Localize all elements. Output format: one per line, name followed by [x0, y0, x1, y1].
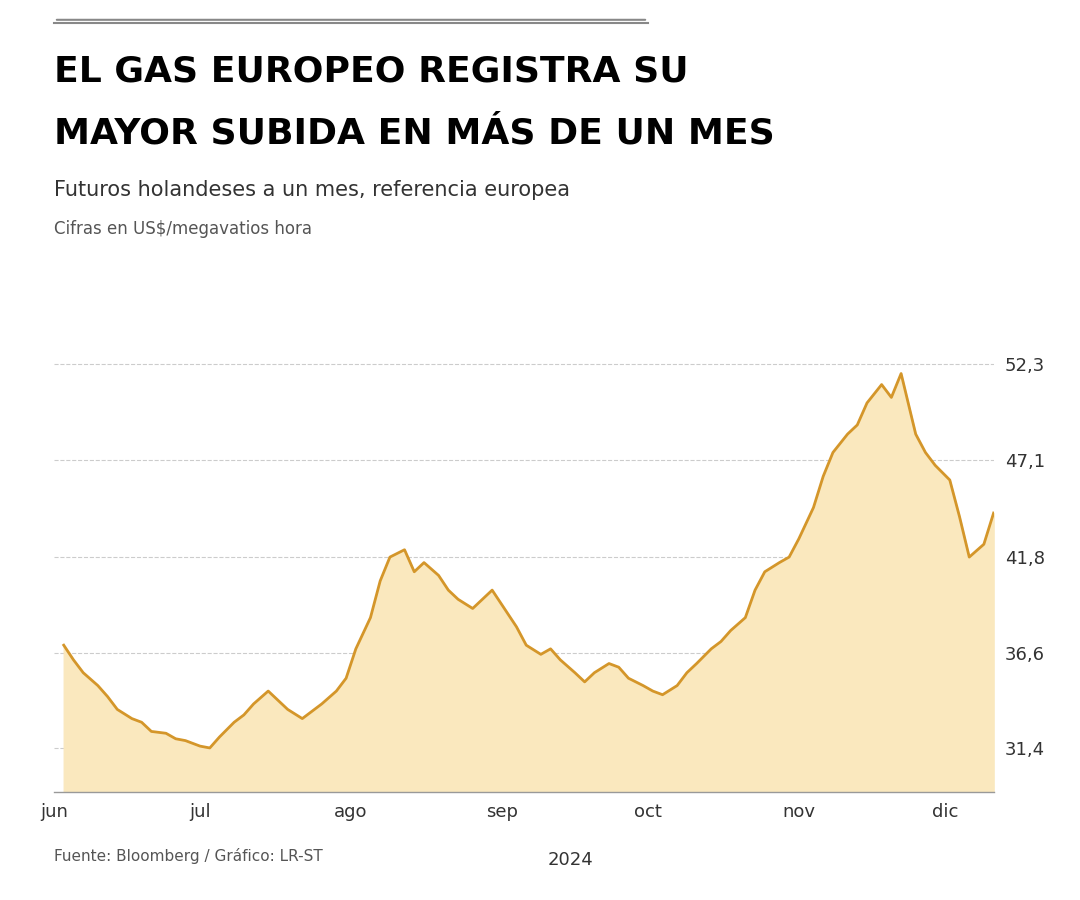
Text: Futuros holandeses a un mes, referencia europea: Futuros holandeses a un mes, referencia …	[54, 180, 570, 200]
Text: 2024: 2024	[548, 850, 593, 868]
Text: EL GAS EUROPEO REGISTRA SU: EL GAS EUROPEO REGISTRA SU	[54, 54, 689, 88]
Text: LR: LR	[973, 847, 1003, 868]
Text: Fuente: Bloomberg / Gráfico: LR-ST: Fuente: Bloomberg / Gráfico: LR-ST	[54, 848, 323, 864]
Text: Cifras en US$/megavatios hora: Cifras en US$/megavatios hora	[54, 220, 312, 238]
Text: MAYOR SUBIDA EN MÁS DE UN MES: MAYOR SUBIDA EN MÁS DE UN MES	[54, 117, 774, 151]
